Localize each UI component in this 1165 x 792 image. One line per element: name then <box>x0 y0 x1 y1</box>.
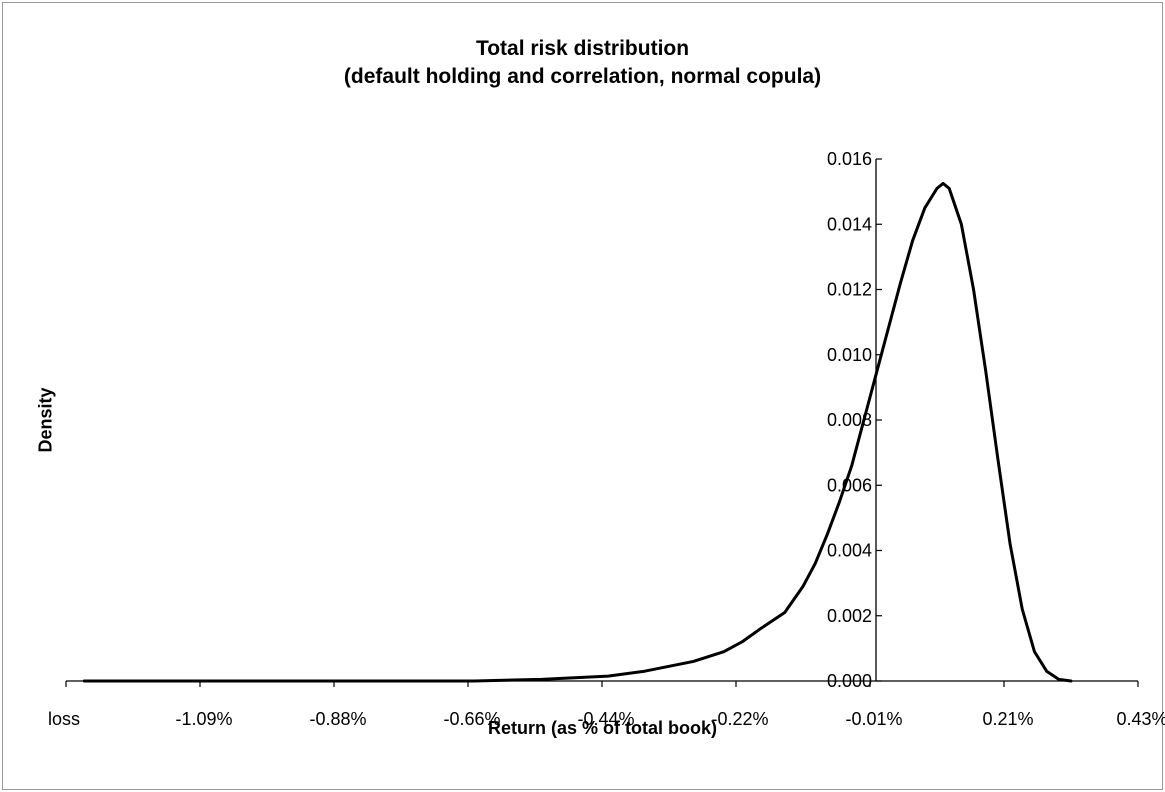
y-tick-label: 0.008 <box>827 410 872 430</box>
y-tick-label: 0.000 <box>827 671 872 691</box>
x-tick-label: 0.21% <box>982 709 1033 729</box>
x-tick-label: 0.43% <box>1116 709 1165 729</box>
y-tick-label: 0.010 <box>827 345 872 365</box>
x-tick-label: -0.01% <box>845 709 902 729</box>
density-series-line <box>82 181 1073 683</box>
y-tick-label: 0.016 <box>827 149 872 169</box>
y-tick-label: 0.006 <box>827 475 872 495</box>
y-tick-label: 0.002 <box>827 606 872 626</box>
x-tick-label: -0.22% <box>711 709 768 729</box>
chart-subtitle: (default holding and correlation, normal… <box>343 65 822 88</box>
x-tick-label: -1.09% <box>175 709 232 729</box>
x-tick-label: -0.66% <box>443 709 500 729</box>
x-tick-label: -0.44% <box>577 709 634 729</box>
x-axis-label: Return (as % of total book) <box>488 718 717 738</box>
x-tick-label: -0.88% <box>309 709 366 729</box>
y-tick-label: 0.004 <box>827 541 872 561</box>
y-axis-label: Density <box>35 387 56 453</box>
chart-title: Total risk distribution <box>475 37 690 60</box>
y-tick-label: 0.012 <box>827 280 872 300</box>
x-tick-label: loss <box>48 709 80 729</box>
y-tick-label: 0.014 <box>827 214 872 234</box>
